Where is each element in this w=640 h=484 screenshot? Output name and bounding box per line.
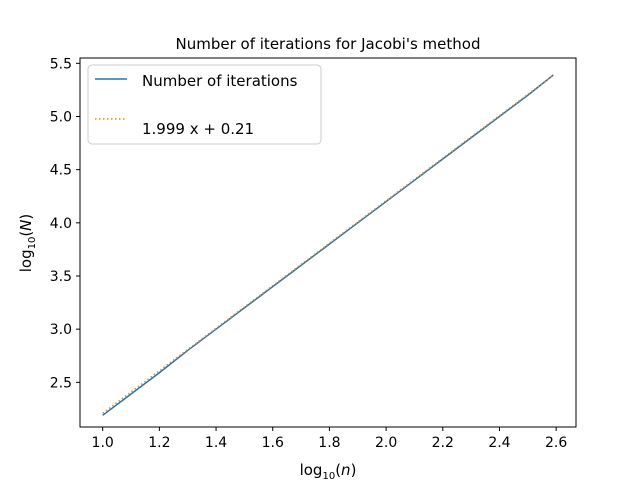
- x-tick-label: 2.6: [545, 435, 567, 451]
- x-axis: 1.0 1.2 1.4 1.6 1.8 2.0 2.2 2.4 2.6: [92, 427, 567, 451]
- legend-box: [87, 64, 322, 145]
- y-tick-label: 3.0: [50, 322, 72, 338]
- y-axis: 2.5 3.0 3.5 4.0 4.5 5.0 5.5: [50, 56, 80, 391]
- x-tick-label: 1.6: [262, 435, 284, 451]
- x-tick-label: 1.4: [205, 435, 227, 451]
- legend-label-series-1: Number of iterations: [142, 72, 298, 90]
- y-tick-label: 2.5: [50, 375, 72, 391]
- y-tick-label: 4.5: [50, 163, 72, 179]
- x-tick-label: 2.4: [488, 435, 510, 451]
- x-axis-label: log10(n): [300, 461, 357, 480]
- series-line-1: [102, 74, 554, 416]
- axes-frame: [79, 57, 577, 428]
- x-tick-label: 2.2: [432, 435, 454, 451]
- series-line-2: [102, 74, 554, 414]
- y-tick-label: 5.0: [50, 109, 72, 125]
- x-tick-label: 2.0: [375, 435, 397, 451]
- plot-area: [102, 74, 554, 416]
- x-tick-label: 1.8: [318, 435, 340, 451]
- chart-title: Number of iterations for Jacobi's method: [176, 35, 481, 53]
- y-tick-label: 5.5: [50, 56, 72, 72]
- legend-label-series-2: 1.999 x + 0.21: [142, 120, 254, 138]
- y-axis-label: log10(N): [17, 214, 38, 273]
- x-tick-label: 1.2: [148, 435, 170, 451]
- y-tick-label: 3.5: [50, 269, 72, 285]
- y-tick-label: 4.0: [50, 216, 72, 232]
- legend: Number of iterations 1.999 x + 0.21: [87, 64, 322, 145]
- x-tick-label: 1.0: [92, 435, 114, 451]
